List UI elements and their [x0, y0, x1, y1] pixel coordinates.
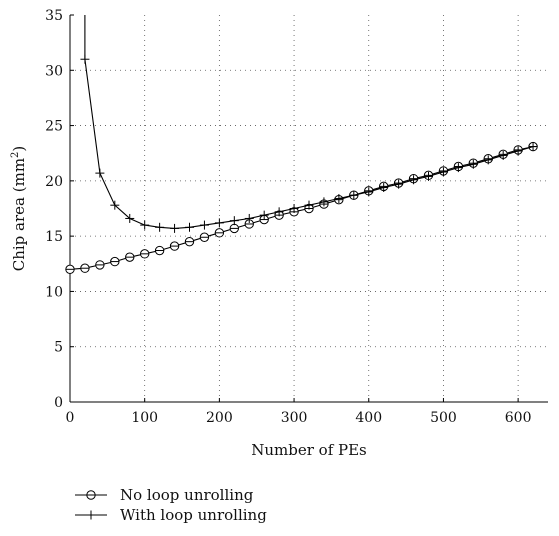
data-point-plus: [170, 223, 180, 233]
data-point-plus: [110, 200, 120, 210]
data-point-plus: [80, 54, 90, 64]
y-axis-label-superscript: 2: [10, 152, 21, 158]
series-1: [80, 15, 538, 233]
data-point-plus: [424, 171, 433, 181]
y-axis-label-close: ): [10, 146, 28, 152]
data-point-plus: [185, 222, 194, 232]
legend-item: No loop unrolling: [75, 486, 254, 504]
y-tick-label: 30: [45, 63, 63, 79]
x-tick-label: 300: [281, 410, 308, 426]
data-point-plus: [125, 213, 135, 223]
tick-marks: 0 100 200 300 400 500 600 0 5 10 15 20 25 30 35: [45, 8, 531, 426]
x-axis-label: Number of PEs: [251, 441, 367, 459]
x-tick-label: 0: [66, 410, 75, 426]
data-point-plus: [86, 510, 96, 520]
series-0: [65, 141, 538, 275]
x-tick-label: 400: [355, 410, 382, 426]
data-point-plus: [379, 182, 389, 192]
y-tick-label: 10: [45, 284, 63, 300]
y-axis-label: Chip area (mm2): [10, 146, 28, 272]
data-point-plus: [214, 218, 224, 228]
data-point-plus: [155, 222, 165, 232]
x-tick-label: 200: [206, 410, 233, 426]
data-point-plus: [274, 207, 284, 217]
y-tick-label: 25: [45, 119, 63, 135]
data-point-plus: [483, 155, 493, 165]
data-point-plus: [438, 167, 448, 177]
legend-label: No loop unrolling: [120, 486, 254, 504]
y-tick-label: 15: [45, 229, 63, 245]
data-point-plus: [528, 142, 538, 152]
data-point-plus: [229, 216, 239, 226]
data-point-plus: [453, 163, 463, 173]
series-line: [84, 15, 534, 229]
series-line: [69, 146, 534, 270]
data-point-plus: [199, 220, 209, 230]
legend: No loop unrolling With loop unrolling: [75, 486, 267, 524]
y-tick-label: 0: [54, 395, 63, 411]
data-point-plus: [468, 159, 478, 169]
data-point-plus: [304, 200, 314, 210]
x-tick-label: 500: [430, 410, 457, 426]
data-point-plus: [289, 204, 299, 213]
data-point-plus: [513, 146, 523, 156]
data-point-plus: [244, 213, 254, 223]
data-point-plus: [140, 220, 150, 230]
y-tick-label: 20: [45, 174, 63, 190]
data-point-plus: [95, 168, 105, 178]
x-tick-label: 600: [505, 410, 532, 426]
data-point-plus: [349, 190, 359, 200]
data-point-plus: [319, 197, 329, 207]
legend-item: With loop unrolling: [75, 506, 267, 524]
data-point-plus: [334, 194, 344, 204]
x-tick-label: 100: [131, 410, 158, 426]
data-point-plus: [498, 150, 508, 160]
data-point-plus: [409, 175, 419, 185]
data-point-plus: [364, 187, 374, 197]
axes: [69, 15, 548, 403]
data-point-plus: [394, 179, 404, 189]
y-tick-label: 35: [45, 8, 63, 24]
y-axis-label-main: Chip area (mm: [10, 158, 28, 271]
legend-label: With loop unrolling: [120, 506, 267, 524]
y-tick-label: 5: [54, 340, 63, 356]
data-point-plus: [259, 210, 269, 220]
series-layer: [65, 15, 538, 275]
